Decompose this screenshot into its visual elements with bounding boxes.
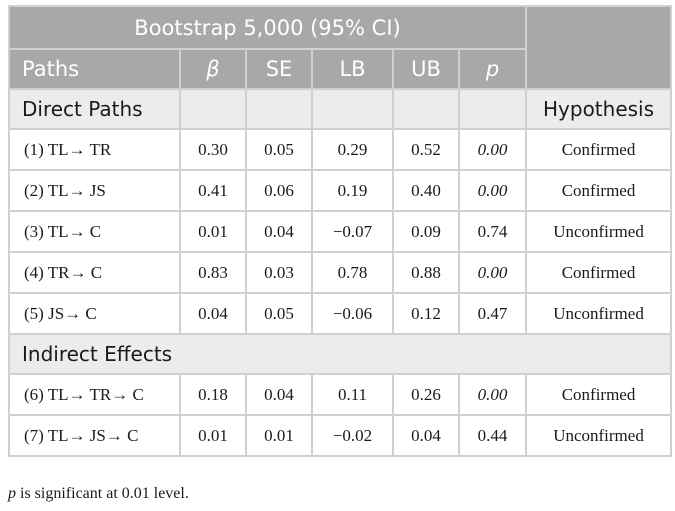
section-empty-cell xyxy=(457,88,528,130)
p-value-cell: 0.00 xyxy=(457,128,528,171)
ub-cell: 0.52 xyxy=(392,128,460,171)
table-row: (7) TL→ JS→ C 0.01 0.01 −0.02 0.04 0.44 Unconf… xyxy=(8,414,673,457)
footnote-p-symbol: p xyxy=(8,485,16,502)
beta-cell: 0.04 xyxy=(179,292,247,335)
section-title: Indirect Effects xyxy=(7,333,673,375)
column-header-paths: Paths xyxy=(8,48,181,90)
beta-cell: 0.83 xyxy=(179,251,247,294)
hypothesis-cell: Confirmed xyxy=(525,373,673,416)
lb-cell: −0.02 xyxy=(311,414,394,457)
table-row: (6) TL→ TR→ C 0.18 0.04 0.11 0.26 0.00 Confirm… xyxy=(8,373,673,416)
ub-cell: 0.40 xyxy=(392,169,460,212)
table-row: (2) TL→ JS 0.41 0.06 0.19 0.40 0.00 Confirmed xyxy=(8,169,673,212)
hypothesis-header-spacer xyxy=(525,5,673,90)
section-row: Indirect Effects xyxy=(7,333,673,375)
hypothesis-cell: Confirmed xyxy=(525,169,673,212)
bootstrap-results-table: Bootstrap 5,000 (95% CI) Paths β SE LB U… xyxy=(7,5,673,457)
ub-cell: 0.88 xyxy=(392,251,460,294)
section-empty-cell xyxy=(311,88,394,130)
section-title: Direct Paths xyxy=(8,88,181,130)
section-empty-cell xyxy=(245,88,313,130)
ub-cell: 0.04 xyxy=(392,414,460,457)
column-header-lb: LB xyxy=(311,48,394,90)
column-header-beta: β xyxy=(179,48,247,90)
path-cell: (3) TL→ C xyxy=(8,210,181,253)
beta-cell: 0.01 xyxy=(179,414,247,457)
beta-cell: 0.41 xyxy=(179,169,247,212)
table-footnote: p is significant at 0.01 level. xyxy=(8,485,189,503)
lb-cell: 0.78 xyxy=(311,251,394,294)
lb-cell: −0.06 xyxy=(311,292,394,335)
lb-cell: 0.29 xyxy=(311,128,394,171)
se-cell: 0.01 xyxy=(245,414,313,457)
hypothesis-cell: Unconfirmed xyxy=(525,210,673,253)
hypothesis-header: Hypothesis xyxy=(525,88,673,130)
bootstrap-group-header: Bootstrap 5,000 (95% CI) xyxy=(7,5,528,50)
path-cell: (7) TL→ JS→ C xyxy=(8,414,181,457)
hypothesis-cell: Unconfirmed xyxy=(525,292,673,335)
column-header-ub: UB xyxy=(392,48,460,90)
table-row: (5) JS→ C 0.04 0.05 −0.06 0.12 0.47 Unconfirme… xyxy=(8,292,673,335)
path-cell: (2) TL→ JS xyxy=(8,169,181,212)
beta-cell: 0.30 xyxy=(179,128,247,171)
se-cell: 0.04 xyxy=(245,210,313,253)
hypothesis-cell: Unconfirmed xyxy=(525,414,673,457)
se-cell: 0.03 xyxy=(245,251,313,294)
table-row: (4) TR→ C 0.83 0.03 0.78 0.88 0.00 Confirmed xyxy=(8,251,673,294)
beta-cell: 0.01 xyxy=(179,210,247,253)
ub-cell: 0.12 xyxy=(392,292,460,335)
path-cell: (5) JS→ C xyxy=(8,292,181,335)
ub-cell: 0.26 xyxy=(392,373,460,416)
footnote-text: is significant at 0.01 level. xyxy=(16,485,189,502)
section-row: Direct Paths Hypothesis xyxy=(8,88,673,130)
beta-cell: 0.18 xyxy=(179,373,247,416)
se-cell: 0.04 xyxy=(245,373,313,416)
lb-cell: 0.11 xyxy=(311,373,394,416)
table-body: Direct Paths Hypothesis (1) TL→ TR 0.30 0.05… xyxy=(7,88,673,457)
p-value-cell: 0.44 xyxy=(457,414,528,457)
table-row: (1) TL→ TR 0.30 0.05 0.29 0.52 0.00 Confirmed xyxy=(8,128,673,171)
results-table-container: Bootstrap 5,000 (95% CI) Paths β SE LB U… xyxy=(7,5,673,457)
path-cell: (1) TL→ TR xyxy=(8,128,181,171)
section-empty-cell xyxy=(179,88,247,130)
section-empty-cell xyxy=(392,88,460,130)
p-value-cell: 0.00 xyxy=(457,251,528,294)
lb-cell: −0.07 xyxy=(311,210,394,253)
hypothesis-cell: Confirmed xyxy=(525,251,673,294)
p-value-cell: 0.47 xyxy=(457,292,528,335)
table-row: (3) TL→ C 0.01 0.04 −0.07 0.09 0.74 Unconfirme… xyxy=(8,210,673,253)
hypothesis-cell: Confirmed xyxy=(525,128,673,171)
se-cell: 0.06 xyxy=(245,169,313,212)
p-value-cell: 0.00 xyxy=(457,373,528,416)
column-header-se: SE xyxy=(245,48,313,90)
lb-cell: 0.19 xyxy=(311,169,394,212)
path-cell: (4) TR→ C xyxy=(8,251,181,294)
ub-cell: 0.09 xyxy=(392,210,460,253)
se-cell: 0.05 xyxy=(245,292,313,335)
p-value-cell: 0.74 xyxy=(457,210,528,253)
se-cell: 0.05 xyxy=(245,128,313,171)
p-value-cell: 0.00 xyxy=(457,169,528,212)
column-header-p: p xyxy=(457,48,528,90)
path-cell: (6) TL→ TR→ C xyxy=(8,373,181,416)
